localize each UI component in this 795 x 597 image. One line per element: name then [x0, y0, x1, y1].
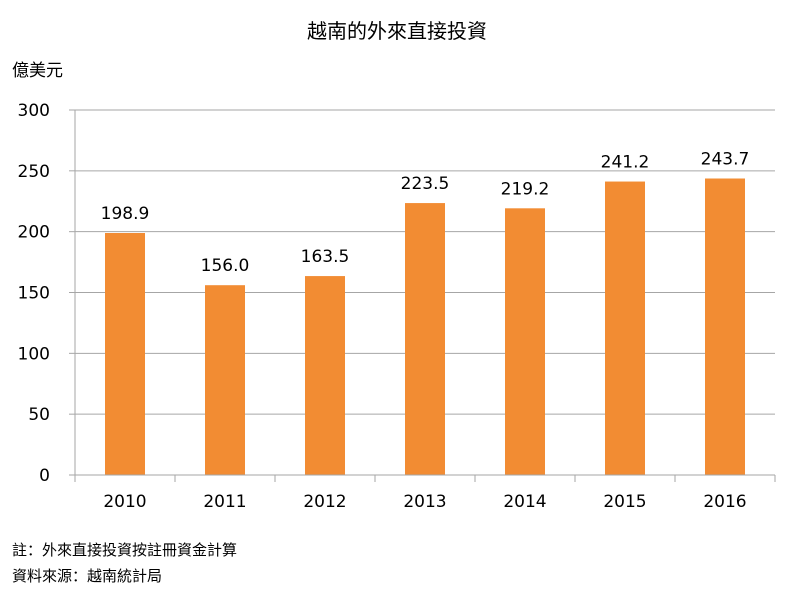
data-label-2014: 219.2 [501, 179, 550, 199]
data-label-2011: 156.0 [201, 256, 250, 276]
x-tick-label: 2010 [103, 492, 146, 512]
y-tick-label: 300 [18, 101, 50, 121]
data-label-2010: 198.9 [101, 204, 150, 224]
x-tick-label: 2015 [603, 492, 646, 512]
y-tick-label: 50 [28, 405, 50, 425]
x-tick-label: 2016 [703, 492, 746, 512]
data-label-2016: 243.7 [701, 149, 750, 169]
chart-title: 越南的外來直接投資 [307, 19, 487, 43]
y-tick-label: 0 [39, 466, 50, 486]
bar-2015 [605, 181, 645, 476]
bars [105, 178, 745, 476]
x-tick-label: 2012 [303, 492, 346, 512]
axes [69, 109, 776, 482]
source-note: 資料來源：越南統計局 [12, 567, 163, 585]
x-axis-ticks: 2010 2011 2012 2013 2014 2015 2016 [103, 492, 746, 512]
x-tick-label: 2011 [203, 492, 246, 512]
data-label-2013: 223.5 [401, 174, 450, 194]
y-axis-unit-label: 億美元 [12, 61, 63, 81]
y-tick-label: 250 [18, 162, 50, 182]
x-tick-label: 2013 [403, 492, 446, 512]
bar-2010 [105, 233, 145, 475]
bar-2016 [705, 178, 745, 475]
y-axis-ticks: 0 50 100 150 200 250 300 [18, 101, 50, 486]
x-tick-label: 2014 [503, 492, 546, 512]
footnote: 註：外來直接投資按註冊資金計算 [12, 541, 238, 559]
y-tick-label: 200 [18, 223, 50, 243]
bar-2014 [505, 208, 545, 475]
bar-chart: 越南的外來直接投資 億美元 0 50 100 150 200 250 300 198.9 15… [12, 19, 776, 512]
data-label-2015: 241.2 [601, 153, 650, 173]
bar-2012 [305, 276, 345, 475]
bar-2013 [405, 203, 445, 475]
bar-2011 [205, 285, 245, 475]
data-labels: 198.9 156.0 163.5 223.5 219.2 241.2 243.7 [101, 149, 750, 276]
y-tick-label: 100 [18, 344, 50, 364]
data-label-2012: 163.5 [301, 247, 350, 267]
y-tick-label: 150 [18, 284, 50, 304]
